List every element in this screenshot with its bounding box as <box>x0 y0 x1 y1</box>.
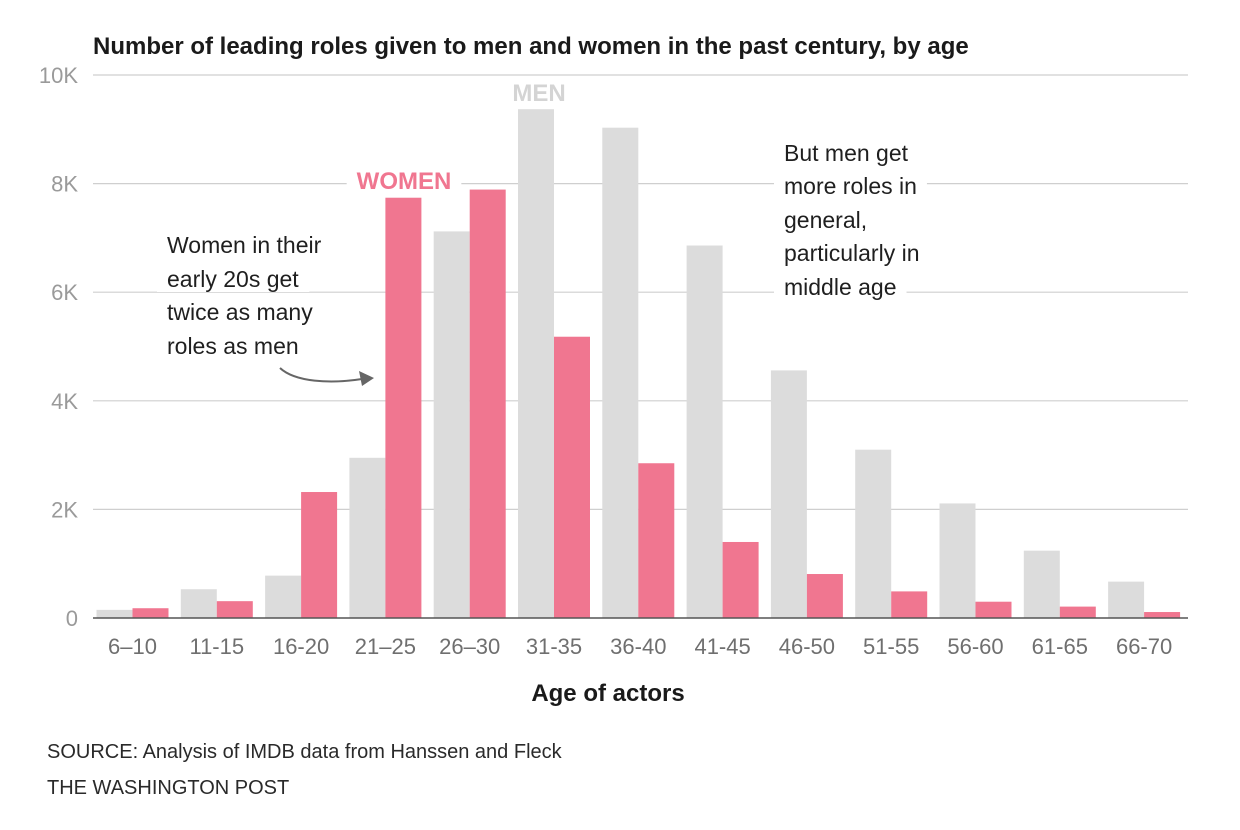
men-series-label: MEN <box>512 80 565 107</box>
chart-title: Number of leading roles given to men and… <box>93 33 969 60</box>
x-tick-label: 31-35 <box>526 634 582 659</box>
publisher-credit: THE WASHINGTON POST <box>47 777 289 799</box>
bar-men <box>518 109 554 619</box>
bar-men <box>265 575 302 618</box>
label-background <box>774 274 907 300</box>
x-tick-label: 6–10 <box>108 634 157 659</box>
x-tick-label: 61-65 <box>1032 634 1088 659</box>
men-note-line-3: general, <box>784 207 867 233</box>
bar-women <box>891 591 928 618</box>
bar-men <box>770 370 807 618</box>
label-background <box>157 266 310 292</box>
label-background <box>157 232 332 258</box>
bar-men <box>686 245 723 618</box>
bar-men <box>939 503 976 618</box>
bar-women <box>638 463 675 618</box>
bar-women <box>806 574 843 618</box>
bar-men <box>433 231 470 618</box>
women-note-line-4: roles as men <box>167 333 299 359</box>
bars <box>96 109 1181 619</box>
x-tick-label: 41-45 <box>694 634 750 659</box>
label-background <box>157 333 309 359</box>
bar-men <box>855 449 892 618</box>
bar-women <box>385 197 422 618</box>
annotation-arrow <box>279 367 363 383</box>
arrow-head-icon <box>359 371 374 386</box>
bar-women <box>1144 612 1181 618</box>
bar-women <box>1059 606 1096 618</box>
bar-men <box>602 127 639 619</box>
x-tick-label: 11-15 <box>189 634 244 659</box>
label-background <box>774 173 927 199</box>
y-tick-label: 8K <box>51 172 78 197</box>
women-series-label: WOMEN <box>357 168 452 195</box>
y-tick-label: 4K <box>51 389 78 414</box>
x-tick-label: 16-20 <box>273 634 329 659</box>
y-tick-label: 6K <box>51 280 78 305</box>
women-note-line-1: Women in their <box>167 232 322 258</box>
men-annotation: But men get more roles in general, parti… <box>774 140 930 300</box>
x-axis-ticks: 6–10 11-15 16-20 21–25 26–30 31-35 36-40 41-45 4… <box>108 634 1172 659</box>
men-note-line-5: middle age <box>784 274 897 300</box>
label-background <box>774 240 930 266</box>
women-note-line-3: twice as many <box>167 299 313 325</box>
bar-men <box>1023 550 1060 618</box>
y-axis-ticks: 0 2K 4K 6K 8K 10K <box>39 63 78 631</box>
label-background <box>506 80 572 107</box>
x-tick-label: 21–25 <box>355 634 416 659</box>
women-note-line-2: early 20s get <box>167 266 299 292</box>
x-axis-label: Age of actors <box>531 680 684 707</box>
source-note: SOURCE: Analysis of IMDB data from Hanss… <box>47 741 563 763</box>
x-tick-label: 36-40 <box>610 634 666 659</box>
y-tick-label: 10K <box>39 63 78 88</box>
y-tick-label: 0 <box>66 606 78 631</box>
men-note-line-2: more roles in <box>784 173 917 199</box>
label-background <box>157 299 324 325</box>
men-note-line-4: particularly in <box>784 240 920 266</box>
label-background <box>774 207 878 233</box>
bar-women <box>216 601 253 618</box>
x-tick-label: 46-50 <box>779 634 835 659</box>
x-tick-label: 56-60 <box>947 634 1003 659</box>
men-note-line-1: But men get <box>784 140 909 166</box>
bar-women <box>132 608 169 618</box>
bar-women <box>301 492 338 618</box>
label-background <box>346 168 462 195</box>
bar-women <box>975 601 1012 618</box>
x-tick-label: 51-55 <box>863 634 919 659</box>
bar-women <box>554 336 590 618</box>
bar-women <box>722 541 759 618</box>
bar-women <box>469 189 506 618</box>
bar-men <box>180 589 217 618</box>
x-tick-label: 66-70 <box>1116 634 1172 659</box>
y-tick-label: 2K <box>51 497 78 522</box>
bar-men <box>349 457 386 618</box>
gridlines <box>93 74 1188 510</box>
bar-men <box>1108 581 1145 618</box>
x-tick-label: 26–30 <box>439 634 500 659</box>
bar-men <box>96 609 133 618</box>
women-annotation: Women in their early 20s get twice as ma… <box>157 232 374 386</box>
label-background <box>774 140 919 166</box>
